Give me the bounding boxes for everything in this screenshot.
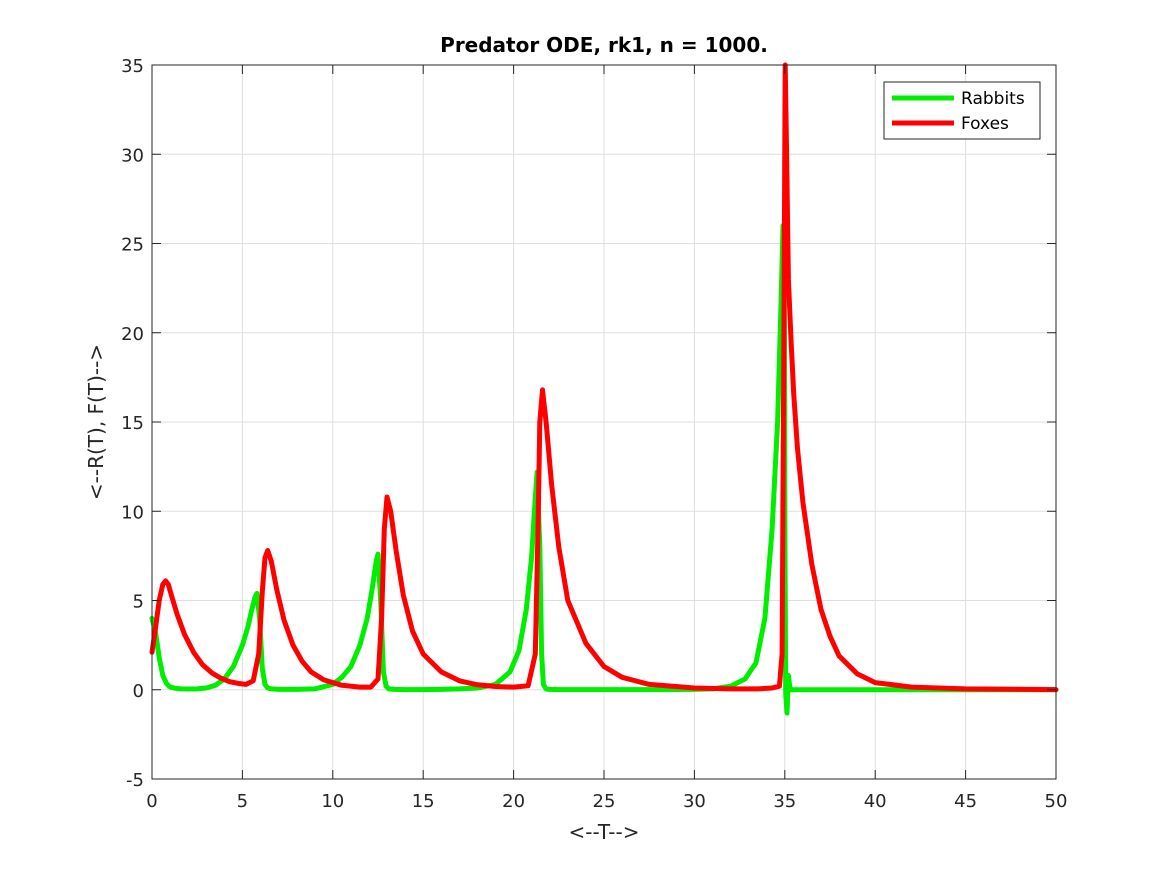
x-tick-label: 0 (146, 791, 157, 812)
x-tick-label: 50 (1045, 791, 1068, 812)
legend-label-foxes: Foxes (961, 114, 1009, 134)
tick-marks (151, 64, 1057, 780)
series-line-foxes (149, 62, 1059, 693)
x-tick-label: 15 (412, 791, 435, 812)
y-axis-label: <--R(T), F(T)--> (84, 344, 108, 500)
legend-box (883, 81, 1041, 140)
legend: Rabbits Foxes (883, 81, 1041, 140)
y-tick-label: 5 (133, 592, 144, 613)
series-line-rabbits (149, 223, 1059, 716)
y-tick-label: 35 (121, 56, 144, 77)
legend-label-rabbits: Rabbits (961, 89, 1025, 109)
y-tick-label: 15 (121, 413, 144, 434)
x-tick-label: 10 (321, 791, 344, 812)
y-tick-label: 0 (133, 681, 144, 702)
y-tick-label: 20 (121, 324, 144, 345)
x-tick-label: 30 (683, 791, 706, 812)
y-tick-label: 30 (121, 145, 144, 166)
x-tick-label: 5 (237, 791, 248, 812)
series-lines (149, 62, 1059, 716)
chart-title: Predator ODE, rk1, n = 1000. (440, 33, 768, 57)
y-tick-label: 25 (121, 235, 144, 256)
y-tick-label: 10 (121, 502, 144, 523)
x-axis-label: <--T--> (569, 820, 640, 844)
x-tick-label: 25 (593, 791, 616, 812)
y-tick-label: -5 (126, 770, 144, 791)
x-tick-label: 35 (773, 791, 796, 812)
x-tick-label: 20 (502, 791, 525, 812)
x-tick-label: 45 (954, 791, 977, 812)
x-tick-label: 40 (864, 791, 887, 812)
